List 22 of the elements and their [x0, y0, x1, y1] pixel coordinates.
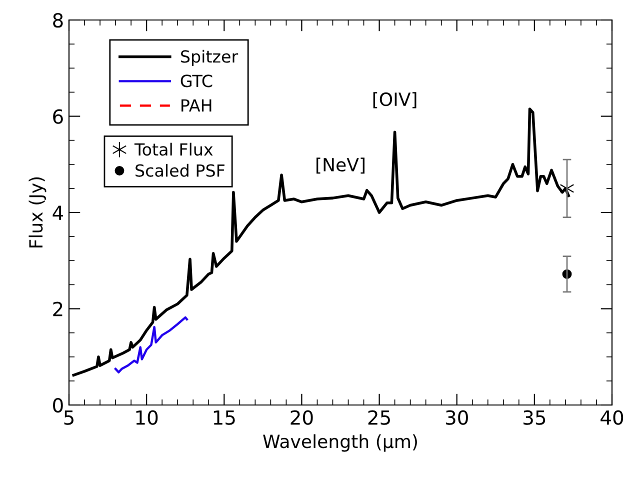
x-tick-label: 30 [446, 410, 468, 425]
legend-label: Total Flux [134, 142, 213, 156]
annotation: [NeV] [316, 158, 364, 174]
x-tick-label: 25 [368, 410, 390, 425]
x-tick-label: 20 [290, 410, 313, 425]
y-tick-label: 6 [53, 109, 63, 124]
legend-label: GTC [180, 74, 212, 88]
x-tick-label: 40 [600, 410, 624, 425]
y-tick-label: 0 [53, 398, 63, 413]
legend-label: PAH [182, 99, 212, 112]
legend-label: Spitzer [181, 50, 238, 66]
y-tick-label: 2 [53, 302, 62, 316]
y-axis-title: Flux (Jy) [28, 177, 46, 248]
x-axis-title: Wavelength (μm) [263, 434, 417, 452]
annotation: [OIV] [373, 92, 416, 108]
y-tick-label: 4 [52, 206, 64, 220]
x-tick-label: 10 [136, 410, 158, 425]
x-tick-label: 15 [214, 410, 235, 425]
x-tick-label: 5 [64, 410, 74, 425]
legend-label: Scaled PSF [136, 164, 224, 177]
x-tick-label: 35 [524, 410, 546, 425]
y-tick-label: 8 [53, 12, 63, 28]
